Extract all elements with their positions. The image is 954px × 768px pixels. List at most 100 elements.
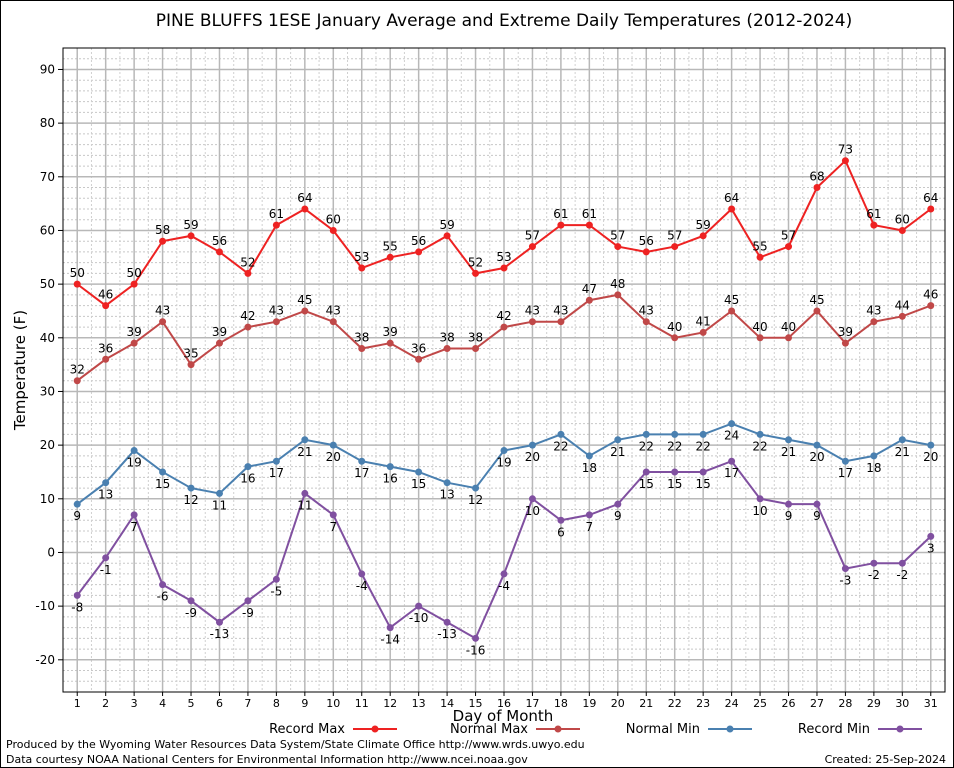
legend-item-record-max: Record Max	[269, 722, 397, 737]
normal-min-point	[728, 420, 736, 428]
record-max-point	[699, 232, 707, 240]
x-tick-label: 7	[244, 697, 251, 710]
normal-min-point	[756, 430, 764, 438]
record-max-data-label: 61	[866, 207, 881, 221]
record-min-point	[159, 581, 167, 589]
normal-max-data-label: 39	[838, 325, 853, 339]
y-tick-label: 40	[40, 331, 55, 345]
normal-max-point	[528, 318, 536, 326]
y-tick-label: 70	[40, 170, 55, 184]
record-max-data-label: 59	[439, 218, 454, 232]
normal-max-point	[927, 302, 935, 310]
record-max-data-label: 53	[496, 250, 511, 264]
record-max-data-label: 57	[781, 229, 796, 243]
legend-marker	[896, 725, 904, 733]
record-min-point	[187, 597, 195, 605]
series-layer	[73, 157, 935, 642]
record-max-point	[386, 253, 394, 261]
normal-min-data-label: 20	[525, 450, 540, 464]
x-tick-label: 31	[924, 697, 938, 710]
legend-item-record-min: Record Min	[798, 722, 922, 737]
record-min-data-label: 3	[927, 541, 935, 555]
normal-max-data-label: 38	[439, 331, 454, 345]
normal-min-point	[841, 457, 849, 465]
normal-min-point	[528, 441, 536, 449]
record-min-data-label: -2	[868, 568, 880, 582]
record-min-data-label: -3	[839, 574, 851, 588]
normal-max-point	[301, 307, 309, 315]
normal-min-point	[472, 484, 480, 492]
record-max-point	[130, 280, 138, 288]
record-max-point	[528, 243, 536, 251]
normal-max-point	[898, 312, 906, 320]
record-min-data-label: -4	[356, 579, 368, 593]
legend-label: Normal Max	[450, 722, 528, 737]
y-tick-label: 50	[40, 277, 55, 291]
normal-max-point	[614, 291, 622, 299]
normal-max-point	[244, 323, 252, 331]
legend-item-normal-min: Normal Min	[626, 722, 752, 737]
record-max-data-label: 59	[696, 218, 711, 232]
normal-max-point	[671, 334, 679, 342]
normal-max-point	[386, 339, 394, 347]
x-tick-label: 1	[74, 697, 81, 710]
normal-min-point	[187, 484, 195, 492]
normal-max-data-label: 42	[496, 309, 511, 323]
normal-min-point	[358, 457, 366, 465]
normal-max-data-label: 39	[383, 325, 398, 339]
normal-min-data-label: 22	[667, 439, 682, 453]
record-min-data-label: 9	[614, 509, 622, 523]
normal-max-point	[215, 339, 223, 347]
normal-min-point	[785, 436, 793, 444]
normal-min-point	[585, 452, 593, 460]
y-tick-label: -20	[35, 653, 55, 667]
normal-min-data-label: 9	[73, 509, 81, 523]
normal-min-data-label: 17	[269, 466, 284, 480]
record-min-data-label: -10	[409, 611, 429, 625]
record-max-point	[272, 221, 280, 229]
x-tick-label: 24	[725, 697, 739, 710]
x-tick-label: 4	[159, 697, 166, 710]
record-max-point	[443, 232, 451, 240]
record-min-series	[73, 457, 935, 642]
normal-max-data-label: 36	[411, 341, 426, 355]
record-min-data-label: 10	[752, 504, 767, 518]
record-max-data-label: 56	[639, 234, 654, 248]
normal-max-data-label: 35	[183, 347, 198, 361]
normal-max-point	[728, 307, 736, 315]
normal-min-data-label: 21	[610, 445, 625, 459]
normal-min-data-label: 13	[98, 488, 113, 502]
x-tick-label: 16	[497, 697, 511, 710]
record-min-data-label: -16	[466, 643, 486, 657]
x-tick-label: 9	[301, 697, 308, 710]
record-min-point	[728, 457, 736, 465]
normal-min-point	[614, 436, 622, 444]
normal-min-data-label: 15	[155, 477, 170, 491]
legend-marker	[371, 725, 379, 733]
y-tick-label: 80	[40, 116, 55, 130]
x-axis-label: Day of Month	[453, 707, 554, 725]
record-max-point	[358, 264, 366, 272]
normal-min-data-label: 22	[553, 439, 568, 453]
x-tick-label: 23	[696, 697, 710, 710]
normal-min-point	[415, 468, 423, 476]
normal-max-data-label: 43	[866, 304, 881, 318]
record-max-data-label: 55	[752, 239, 767, 253]
record-min-point	[785, 500, 793, 508]
x-tick-label: 2	[102, 697, 109, 710]
y-tick-label: 90	[40, 62, 55, 76]
x-tick-label: 8	[273, 697, 280, 710]
record-max-data-label: 53	[354, 250, 369, 264]
record-max-point	[642, 248, 650, 256]
normal-min-data-label: 22	[639, 439, 654, 453]
normal-min-data-label: 21	[781, 445, 796, 459]
record-max-point	[728, 205, 736, 213]
normal-min-data-label: 21	[895, 445, 910, 459]
record-max-data-label: 55	[383, 239, 398, 253]
record-min-point	[614, 500, 622, 508]
record-min-data-label: -6	[157, 590, 169, 604]
record-max-data-label: 57	[610, 229, 625, 243]
record-min-data-label: 15	[667, 477, 682, 491]
